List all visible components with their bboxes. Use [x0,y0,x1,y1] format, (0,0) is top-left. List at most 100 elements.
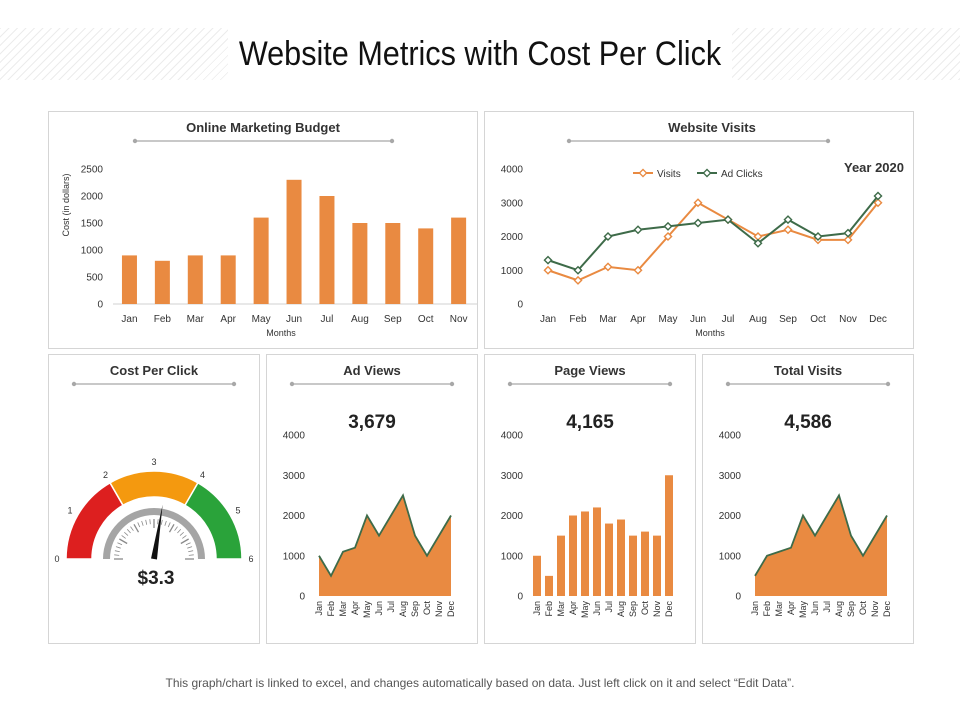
point-visits-sep [783,225,793,235]
gauge-minor-tick [115,546,121,549]
y-tick-label: 1000 [719,551,742,562]
x-tick-label: Nov [870,601,880,618]
panel-cost-per-click: Cost Per Click 0 1 2 3 4 5 6 $3.3 [48,354,260,644]
y-tick-label: 2000 [501,511,524,522]
bar-jun [286,179,302,304]
x-tick-label: Mar [556,601,566,617]
point-ad-clicks-jun [693,218,703,228]
bar-jul [319,196,335,304]
area-outline [318,493,452,578]
gauge-minor-tick [145,519,148,525]
x-tick-label: Feb [762,601,772,617]
y-tick-label: 1500 [81,219,104,230]
chart-cost-per-click: Cost Per Click 0 1 2 3 4 5 6 $3.3 [54,363,253,589]
x-tick-label: Jul [321,314,334,325]
line-ad-clicks [547,195,879,272]
x-tick-label: Feb [154,314,172,325]
bar-jan [121,255,137,304]
bar-mar [557,535,565,596]
panel-title: Page Views [554,363,625,378]
point-visits-jan [543,265,553,275]
bar-sep [385,223,401,304]
x-tick-label: Sep [779,314,797,325]
x-tick-label: Jul [386,601,396,613]
x-tick-label: Apr [630,314,646,325]
point-visits-jun [693,198,703,208]
x-tick-label: Apr [786,601,796,615]
x-tick-label: Sep [846,601,856,617]
bar-sep [629,535,637,596]
x-tick-label: May [252,314,271,325]
gauge-minor-tick [130,526,134,531]
x-tick-label: Feb [544,601,554,617]
x-tick-label: Mar [599,314,617,325]
x-tick-label: Sep [410,601,420,617]
area-fill [319,495,451,596]
panel-ad-views: Ad Views 3,679 0 1000 2000 3000 4000 Jan Feb Mar A… [266,354,478,644]
y-tick-label: 2000 [283,511,306,522]
bar-feb [154,260,170,304]
panel-website-visits: Website Visits 0 1000 2000 3000 4000 Jan Feb Mar… [484,111,914,349]
x-tick-label: Oct [858,601,868,616]
x-tick-label: Oct [422,601,432,616]
gauge-minor-tick [160,519,163,525]
gauge-minor-tick [149,519,151,525]
title-underline-dot [667,381,673,387]
legend-marker [702,168,712,178]
footer-note: This graph/chart is linked to excel, and… [165,676,795,690]
x-tick-label: Nov [652,601,662,618]
gauge-minor-tick [137,522,141,528]
point-visits-feb [573,275,583,285]
x-tick-label: Jun [374,601,384,616]
gauge-minor-tick [168,524,175,533]
point-visits-may [663,231,673,242]
page-title: Website Metrics with Cost Per Click [228,28,732,80]
legend-label: Ad Clicks [721,169,763,180]
bar-jan [533,555,541,596]
gauge-minor-tick [182,535,187,539]
point-visits-dec [873,198,883,208]
x-tick-label: Feb [326,601,336,617]
title-underline-dot [231,381,237,387]
point-ad-clicks-may [663,221,673,231]
gauge-inner-ring [103,508,205,559]
bar-may [253,217,269,304]
x-tick-label: Nov [434,601,444,618]
bar-oct [418,228,434,304]
panel-title: Ad Views [343,363,401,378]
y-tick-label: 4000 [719,431,742,442]
gauge-minor-tick [157,519,159,525]
bar-mar [187,255,203,304]
y-tick-label: 1000 [501,266,524,277]
x-tick-label: Mar [187,314,205,325]
gauge-minor-tick [114,550,120,553]
chart-marketing-budget: Online Marketing Budget 0 500 1000 1500 2000 2… [61,120,477,338]
point-visits-mar [603,262,613,272]
x-tick-label: Mar [774,601,784,617]
y-tick-label: 2000 [719,511,742,522]
point-ad-clicks-jul [723,215,733,225]
x-tick-label: Aug [351,314,369,325]
y-tick-label: 4000 [501,165,524,176]
gauge-minor-tick [133,524,140,533]
y-tick-label: 3000 [719,471,742,482]
gauge-minor-tick [141,520,144,526]
y-tick-label: 0 [735,592,741,603]
bar-aug [617,519,625,596]
y-tick-label: 1000 [81,246,104,257]
chart-annotation-year: Year 2020 [844,160,904,175]
y-tick-label: 500 [86,273,103,284]
point-ad-clicks-dec [873,191,883,201]
x-tick-label: Aug [749,314,767,325]
y-tick-label: 0 [517,592,523,603]
y-tick-label: 2000 [501,232,524,243]
bar-apr [569,515,577,596]
gauge-minor-tick [167,522,171,528]
x-tick-label: Dec [882,601,892,618]
gauge-band [65,481,125,560]
y-tick-label: 1000 [283,551,306,562]
y-tick-label: 2500 [81,165,104,176]
x-tick-label: Apr [568,601,578,615]
point-ad-clicks-apr [633,225,643,235]
point-ad-clicks-sep [783,215,793,225]
